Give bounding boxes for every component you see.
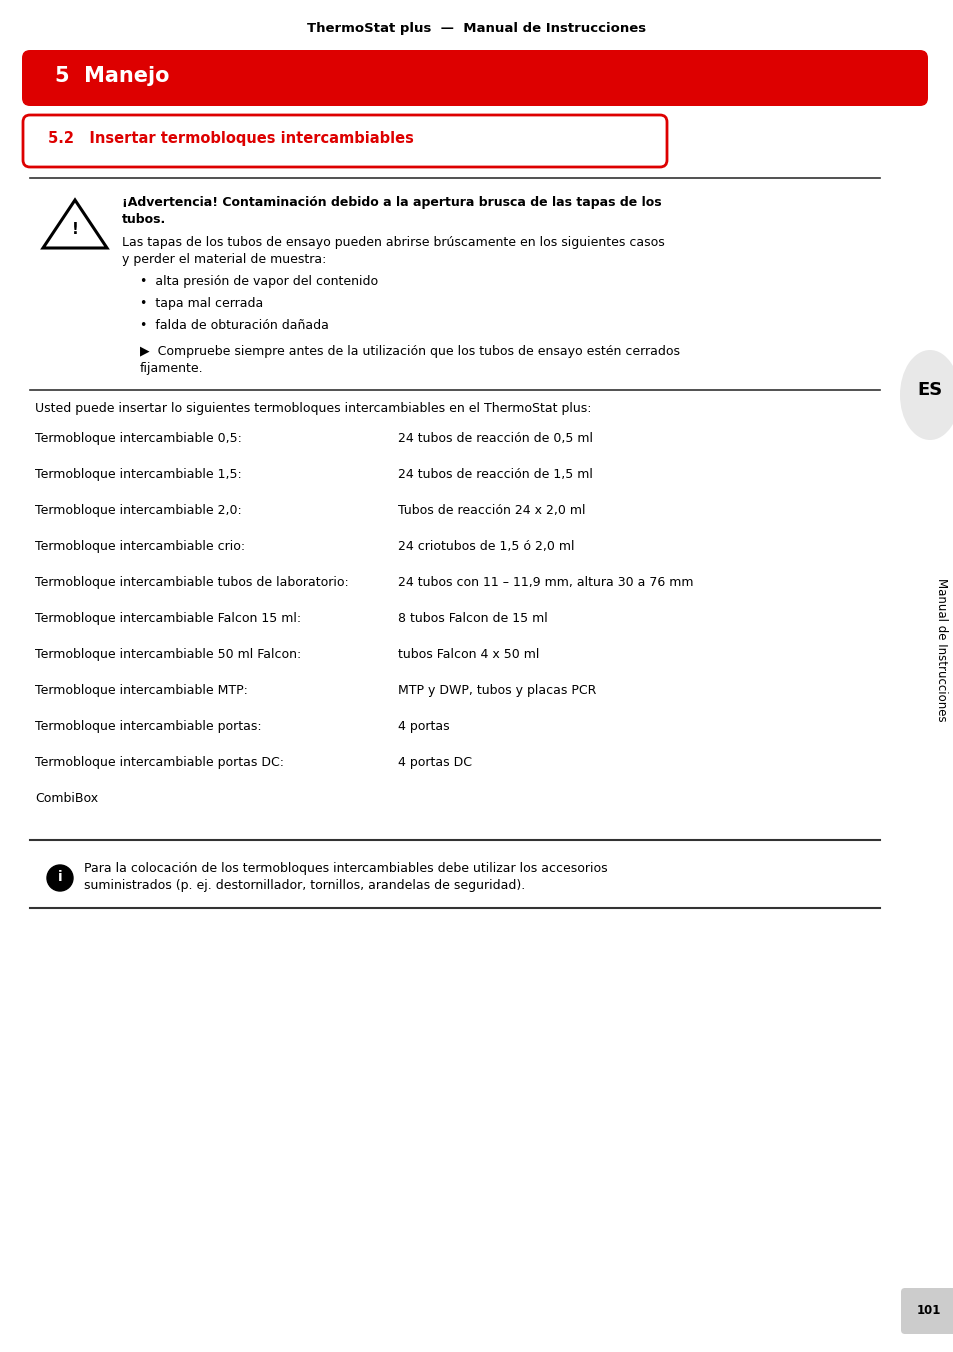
Text: 101: 101 — [916, 1305, 941, 1317]
Text: •  tapa mal cerrada: • tapa mal cerrada — [140, 297, 263, 310]
Text: Manual de Instrucciones: Manual de Instrucciones — [935, 579, 947, 722]
Text: 24 tubos de reacción de 0,5 ml: 24 tubos de reacción de 0,5 ml — [397, 433, 593, 445]
Text: •  falda de obturación dañada: • falda de obturación dañada — [140, 319, 329, 333]
Text: 5.2   Insertar termobloques intercambiables: 5.2 Insertar termobloques intercambiable… — [48, 131, 414, 146]
Text: ¡Advertencia! Contaminación debido a la apertura brusca de las tapas de los
tubo: ¡Advertencia! Contaminación debido a la … — [122, 196, 661, 226]
Text: 8 tubos Falcon de 15 ml: 8 tubos Falcon de 15 ml — [397, 612, 547, 625]
Text: Termobloque intercambiable Falcon 15 ml:: Termobloque intercambiable Falcon 15 ml: — [35, 612, 301, 625]
FancyBboxPatch shape — [23, 115, 666, 168]
Ellipse shape — [899, 350, 953, 439]
Text: Termobloque intercambiable portas:: Termobloque intercambiable portas: — [35, 721, 261, 733]
Text: ThermoStat plus  —  Manual de Instrucciones: ThermoStat plus — Manual de Instruccione… — [307, 22, 646, 35]
Text: 24 criotubos de 1,5 ó 2,0 ml: 24 criotubos de 1,5 ó 2,0 ml — [397, 539, 574, 553]
Text: CombiBox: CombiBox — [35, 792, 98, 804]
FancyBboxPatch shape — [22, 50, 927, 105]
Text: Termobloque intercambiable 2,0:: Termobloque intercambiable 2,0: — [35, 504, 241, 516]
Text: 4 portas DC: 4 portas DC — [397, 756, 472, 769]
Text: !: ! — [71, 222, 78, 237]
Text: Tubos de reacción 24 x 2,0 ml: Tubos de reacción 24 x 2,0 ml — [397, 504, 585, 516]
Text: Termobloque intercambiable crio:: Termobloque intercambiable crio: — [35, 539, 245, 553]
Text: Termobloque intercambiable 0,5:: Termobloque intercambiable 0,5: — [35, 433, 242, 445]
Text: tubos Falcon 4 x 50 ml: tubos Falcon 4 x 50 ml — [397, 648, 538, 661]
Text: i: i — [57, 869, 62, 884]
Text: •  alta presión de vapor del contenido: • alta presión de vapor del contenido — [140, 274, 377, 288]
Text: Termobloque intercambiable portas DC:: Termobloque intercambiable portas DC: — [35, 756, 284, 769]
Text: 24 tubos de reacción de 1,5 ml: 24 tubos de reacción de 1,5 ml — [397, 468, 592, 481]
Text: Termobloque intercambiable 1,5:: Termobloque intercambiable 1,5: — [35, 468, 241, 481]
Text: Para la colocación de los termobloques intercambiables debe utilizar los accesor: Para la colocación de los termobloques i… — [84, 863, 607, 892]
FancyBboxPatch shape — [900, 1288, 953, 1334]
Text: Termobloque intercambiable MTP:: Termobloque intercambiable MTP: — [35, 684, 248, 698]
Text: ▶  Compruebe siempre antes de la utilización que los tubos de ensayo estén cerra: ▶ Compruebe siempre antes de la utilizac… — [140, 345, 679, 375]
Text: 5  Manejo: 5 Manejo — [55, 66, 170, 87]
Circle shape — [47, 865, 73, 891]
Text: Las tapas de los tubos de ensayo pueden abrirse brúscamente en los siguientes ca: Las tapas de los tubos de ensayo pueden … — [122, 237, 664, 266]
Text: Termobloque intercambiable tubos de laboratorio:: Termobloque intercambiable tubos de labo… — [35, 576, 349, 589]
Text: Usted puede insertar lo siguientes termobloques intercambiables en el ThermoStat: Usted puede insertar lo siguientes termo… — [35, 402, 591, 415]
Text: 4 portas: 4 portas — [397, 721, 449, 733]
Text: ES: ES — [917, 381, 942, 399]
Text: 24 tubos con 11 – 11,9 mm, altura 30 a 76 mm: 24 tubos con 11 – 11,9 mm, altura 30 a 7… — [397, 576, 693, 589]
Text: Termobloque intercambiable 50 ml Falcon:: Termobloque intercambiable 50 ml Falcon: — [35, 648, 301, 661]
Text: MTP y DWP, tubos y placas PCR: MTP y DWP, tubos y placas PCR — [397, 684, 596, 698]
Polygon shape — [43, 200, 107, 247]
